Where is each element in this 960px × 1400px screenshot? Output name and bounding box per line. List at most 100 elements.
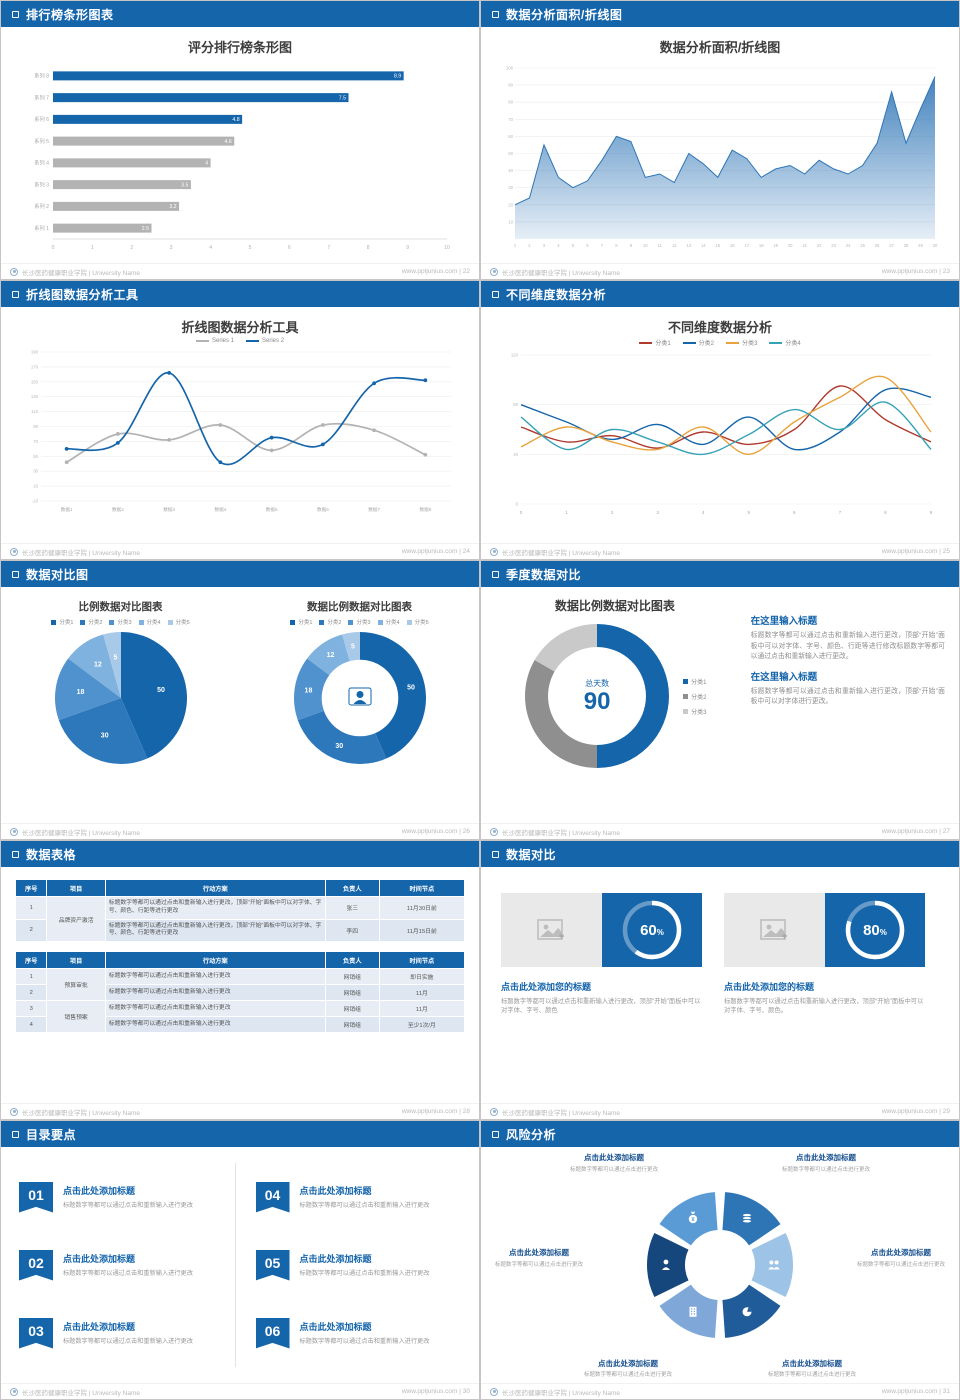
svg-text:10: 10 [508, 219, 513, 224]
svg-text:数据5: 数据5 [266, 506, 278, 513]
svg-text:5: 5 [572, 243, 575, 248]
svg-text:8: 8 [367, 245, 370, 251]
svg-text:3: 3 [656, 510, 659, 515]
legend-label: 分类4 [785, 341, 801, 347]
slide-header: 数据对比图 [1, 561, 479, 587]
slide-ranking-bar[interactable]: 排行榜条形图表 评分排行榜条形图 0 1 2 3 4 5 6 7 8 9 10 系列 8 8.9 系列 7… [0, 0, 480, 280]
table-row: 4 标题数字等都可以通过点击和重新输入进行更改 网销组 至少1次/月 [14, 1016, 466, 1034]
legend-label: 分类3 [691, 709, 707, 716]
slide-data-compare-cards[interactable]: 数据对比 60% [480, 840, 960, 1120]
slide-header-title: 数据对比图 [26, 567, 89, 582]
site-and-page: www.pptjunius.com | 29 [881, 1108, 950, 1115]
slide-dimension-analysis[interactable]: 不同维度数据分析 不同维度数据分析 分类1 分类2 分类3 分类4 0 40 80 1… [480, 280, 960, 560]
slide-header: 目录要点 [1, 1121, 479, 1147]
slide-header-title: 不同维度数据分析 [506, 287, 607, 302]
legend-item: 分类5 [406, 618, 429, 626]
slide-header: 季度数据对比 [481, 561, 959, 587]
svg-text:4: 4 [209, 245, 212, 251]
page-number: 29 [942, 1108, 950, 1115]
svg-text:50: 50 [407, 685, 415, 692]
school-seal-icon [490, 267, 498, 276]
svg-text:8: 8 [884, 510, 887, 515]
slide-risk-analysis[interactable]: 风险分析 ¥ 点击此处添加标题 标题数字等都可以通过点击进行更改 点击此处添加标题… [480, 1120, 960, 1400]
school-seal-icon [490, 1107, 498, 1116]
cell-time: 至少1次/月 [378, 1016, 466, 1034]
chart-title: 折线图数据分析工具 [181, 320, 299, 335]
slide-footer: 长沙医药健康职业学院 | University Name www.pptjuni… [481, 543, 959, 559]
svg-text:40: 40 [513, 452, 518, 457]
legend-item: 分类5 [167, 618, 190, 626]
legend-label: 分类4 [146, 620, 161, 626]
legend-label: 分类1 [298, 620, 313, 626]
toc-desc: 标题数字等都可以通过点击和重新输入进行更改 [299, 1201, 430, 1209]
slide-data-comparison-pies[interactable]: 数据对比图 比例数据对比图表 分类1 分类2 分类3 分类4 分类5 50 30 1… [0, 560, 480, 840]
image-placeholder [501, 893, 602, 967]
slide-header-title: 风险分析 [506, 1127, 557, 1142]
school-seal-icon [10, 1107, 18, 1116]
toc-item: 01 点击此处添加标题 标题数字等都可以通过点击和重新输入进行更改 [19, 1181, 225, 1213]
svg-text:12: 12 [326, 652, 334, 659]
svg-text:4: 4 [205, 161, 208, 167]
svg-text:60%: 60% [640, 922, 664, 939]
cell-no: 1 [14, 968, 48, 986]
school-seal-icon [10, 1387, 18, 1396]
text-block-body: 标题数字等都可以通过点击和重新输入进行更改，顶部“开始”面板中可以对字体、字号、… [750, 632, 945, 661]
toc-title: 点击此处添加标题 [63, 1321, 136, 1332]
chart-title: 比例数据对比图表 [78, 601, 163, 613]
legend-label: 分类1 [691, 679, 707, 686]
svg-text:9: 9 [930, 510, 933, 515]
svg-text:25: 25 [860, 243, 865, 248]
legend-label: 分类3 [742, 341, 758, 347]
toc-item: 05 点击此处添加标题 标题数字等都可以通过点击和重新输入进行更改 [255, 1249, 462, 1281]
risk-label-desc: 标题数字等都可以通过点击进行更改 [856, 1261, 945, 1268]
cell-owner: 网销组 [324, 984, 380, 1002]
cell-plan: 标题数字等都可以通过点击和重新输入进行更改 [104, 1000, 326, 1018]
svg-text:50: 50 [508, 151, 513, 156]
legend-label: Series 1 [211, 338, 234, 344]
slide-footer: 长沙医药健康职业学院 | University Name www.pptjuni… [481, 823, 959, 839]
legend-label: 分类3 [356, 620, 371, 626]
slide-toc[interactable]: 目录要点 01 点击此处添加标题 标题数字等都可以通过点击和重新输入进行更改 02… [0, 1120, 480, 1400]
svg-text:150: 150 [31, 379, 39, 384]
legend-swatch-icon [290, 619, 296, 625]
school-seal-icon [10, 267, 18, 276]
slide-data-table[interactable]: 数据表格 序号 项目 行动方案 负责人 时间节点 1 品牌 [0, 840, 480, 1120]
col-header: 行动方案 [104, 951, 326, 970]
slide-header-title: 排行榜条形图表 [26, 7, 114, 22]
slide-area-chart[interactable]: 数据分析面积/折线图 数据分析面积/折线图 10 20 30 40 50 60 70 80 90… [480, 0, 960, 280]
col-header: 序号 [14, 951, 48, 970]
toc-title: 点击此处添加标题 [299, 1253, 372, 1264]
cell-plan: 标题数字等都可以通过点击和重新输入进行更改，顶部“开始”面板中可以对字体、字号、… [104, 918, 326, 943]
cell-project: 品牌资产激活 [46, 895, 106, 943]
col-header: 行动方案 [104, 879, 326, 897]
slide-quarter-comparison[interactable]: 季度数据对比 数据比例数据对比图表 总天数 90 分类1 [480, 560, 960, 840]
svg-text:14: 14 [701, 243, 706, 248]
legend-label: 分类4 [385, 620, 400, 626]
slide-line-tool[interactable]: 折线图数据分析工具 折线图数据分析工具 Series 1 Series 2 -1… [0, 280, 480, 560]
table-header-row: 序号 项目 行动方案 负责人 时间节点 [14, 879, 466, 897]
svg-text:12: 12 [672, 243, 677, 248]
table-row: 1 品牌资产激活 标题数字等都可以通过点击和重新输入进行更改，顶部“开始”面板中… [14, 895, 466, 943]
square-outline-icon [492, 570, 499, 578]
svg-text:10: 10 [33, 484, 38, 489]
site-and-page: www.pptjunius.com | 30 [401, 1388, 470, 1395]
toc-number-badge: 05 [255, 1249, 290, 1281]
toc-title: 点击此处添加标题 [63, 1185, 136, 1196]
text-block-heading: 在这里输入标题 [750, 671, 818, 683]
school-name: 长沙医药健康职业学院 | University Name [22, 269, 140, 277]
image-placeholder [724, 893, 825, 967]
chart-title: 不同维度数据分析 [667, 320, 772, 335]
svg-text:20: 20 [788, 243, 793, 248]
cell-plan: 标题数字等都可以通过点击和重新输入进行更改 [104, 968, 326, 986]
slide-header: 排行榜条形图表 [1, 1, 479, 27]
card-desc: 标题数字等都可以通过点击和重新输入进行更改，顶部“开始”面板中可以对字体、字号、… [501, 998, 701, 1015]
cell-time: 11月 [378, 984, 466, 1002]
site-and-page: www.pptjunius.com | 24 [401, 548, 470, 555]
svg-text:16: 16 [730, 243, 735, 248]
svg-text:3.5: 3.5 [181, 182, 188, 188]
series-swatch-icon [639, 341, 653, 344]
svg-text:数据1: 数据1 [61, 506, 73, 513]
risk-label-title: 点击此处添加标题 [871, 1248, 931, 1257]
svg-text:50: 50 [33, 454, 38, 459]
